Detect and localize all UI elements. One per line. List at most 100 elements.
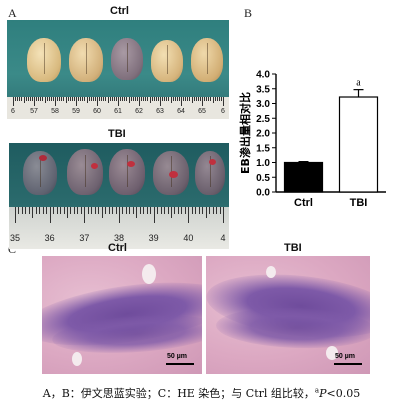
ruler-minor-tick <box>157 97 159 102</box>
ruler-minor-tick <box>174 207 176 215</box>
ruler-number: 59 <box>72 108 80 115</box>
ruler-minor-tick <box>187 97 189 102</box>
ruler-minor-tick <box>91 207 93 215</box>
ruler-minor-tick <box>181 207 183 215</box>
ruler-minor-tick <box>27 97 29 102</box>
ruler-number: 38 <box>113 233 125 243</box>
ruler-minor-tick <box>23 97 25 104</box>
ruler-minor-tick <box>162 97 164 102</box>
ruler-minor-tick <box>185 97 187 102</box>
ruler-number: 58 <box>51 108 59 115</box>
ruler-minor-tick <box>46 207 48 215</box>
ruler-minor-tick <box>146 207 148 215</box>
ruler-minor-tick <box>29 97 31 102</box>
ruler-tick <box>202 97 203 106</box>
scale-label-ctrl: 50 µm <box>167 353 187 360</box>
ruler-minor-tick <box>59 97 61 102</box>
tbi-lesion-4 <box>169 171 178 178</box>
ruler-minor-tick <box>126 97 128 102</box>
ruler-minor-tick <box>99 97 101 102</box>
ruler-minor-tick <box>125 207 127 215</box>
ruler-tick <box>223 97 224 106</box>
ruler-minor-tick <box>73 97 75 102</box>
ruler-minor-tick <box>195 97 197 102</box>
ruler-minor-tick <box>113 97 115 102</box>
ruler-minor-tick <box>149 97 151 104</box>
ruler-tick <box>153 207 155 223</box>
ruler-minor-tick <box>216 207 218 215</box>
ruler-minor-tick <box>191 97 193 104</box>
ruler-minor-tick <box>67 207 68 219</box>
ruler-minor-tick <box>82 97 84 102</box>
ruler-minor-tick <box>167 207 169 215</box>
ruler-minor-tick <box>143 97 145 102</box>
tbi-lesion-2 <box>91 163 98 169</box>
ruler-minor-tick <box>115 207 117 215</box>
ruler-minor-tick <box>21 97 23 102</box>
ruler-minor-tick <box>132 207 134 215</box>
ruler-tick <box>13 97 14 106</box>
caption-tail: <0.05 <box>326 387 361 400</box>
ruler-minor-tick <box>105 207 107 215</box>
y-tick-label: 2.0 <box>256 129 270 140</box>
ruler-minor-tick <box>52 97 54 102</box>
ruler-minor-tick <box>17 97 19 102</box>
ruler-minor-tick <box>101 207 103 219</box>
ruler-minor-tick <box>204 97 206 102</box>
ruler-minor-tick <box>155 97 157 102</box>
ruler-minor-tick <box>174 97 176 102</box>
ruler-minor-tick <box>189 97 191 102</box>
ruler-minor-tick <box>212 97 214 104</box>
ruler-minor-tick <box>40 97 42 102</box>
ruler-minor-tick <box>153 97 155 102</box>
x-tick-label: TBI <box>350 197 368 209</box>
ruler-minor-tick <box>220 97 222 102</box>
ruler-minor-tick <box>94 97 96 102</box>
ruler-minor-tick <box>193 97 195 102</box>
significance-annotation: a <box>356 78 361 89</box>
ruler-tick <box>34 97 35 106</box>
ctrl-brain-5 <box>191 38 223 82</box>
bar-ctrl <box>283 161 324 193</box>
ruler-number: 36 <box>44 233 55 243</box>
ruler-minor-tick <box>73 207 75 215</box>
ruler-minor-tick <box>21 207 23 215</box>
ruler-minor-tick <box>202 207 204 215</box>
ruler-minor-tick <box>209 207 211 215</box>
ruler-minor-tick <box>101 97 103 102</box>
tbi-lesion-3 <box>127 161 135 167</box>
ruler-minor-tick <box>214 97 216 102</box>
ruler-minor-tick <box>208 97 210 102</box>
ruler-minor-tick <box>107 97 109 104</box>
ruler-minor-tick <box>44 97 46 104</box>
panel-letter-b: B <box>244 6 253 20</box>
ruler-minor-tick <box>166 97 168 102</box>
ruler-tick <box>118 97 119 106</box>
panel-c-tbi-label: TBI <box>284 242 302 254</box>
tbi-lesion-5 <box>209 159 216 165</box>
ruler-minor-tick <box>216 97 218 102</box>
ruler-tick <box>97 97 98 106</box>
ruler-minor-tick <box>90 97 92 102</box>
ruler-minor-tick <box>46 97 48 102</box>
ruler-minor-tick <box>128 97 130 104</box>
ruler-minor-tick <box>218 97 220 102</box>
ruler-minor-tick <box>92 97 94 102</box>
ctrl-ruler: 6 57 58 59 60 61 62 63 64 65 6 <box>7 97 229 119</box>
ruler-minor-tick <box>115 97 117 102</box>
ruler-minor-tick <box>19 97 21 102</box>
caption-main: A，B：伊文思蓝实验；C：HE 染色；与 Ctrl 组比较， <box>42 387 315 400</box>
ruler-minor-tick <box>111 97 113 102</box>
ruler-minor-tick <box>28 207 30 215</box>
ruler-minor-tick <box>134 97 136 102</box>
he-ctrl-micrograph: 50 µm <box>42 256 202 374</box>
ruler-minor-tick <box>210 97 212 102</box>
ruler-number: 57 <box>30 108 38 115</box>
y-axis-label: EB渗出量相对比 <box>238 92 252 174</box>
ruler-number: 39 <box>148 233 159 243</box>
ruler-minor-tick <box>67 97 69 102</box>
ruler-minor-tick <box>177 207 179 215</box>
ruler-number: 6 <box>11 108 15 115</box>
ruler-minor-tick <box>205 207 207 219</box>
ruler-minor-tick <box>69 97 71 102</box>
